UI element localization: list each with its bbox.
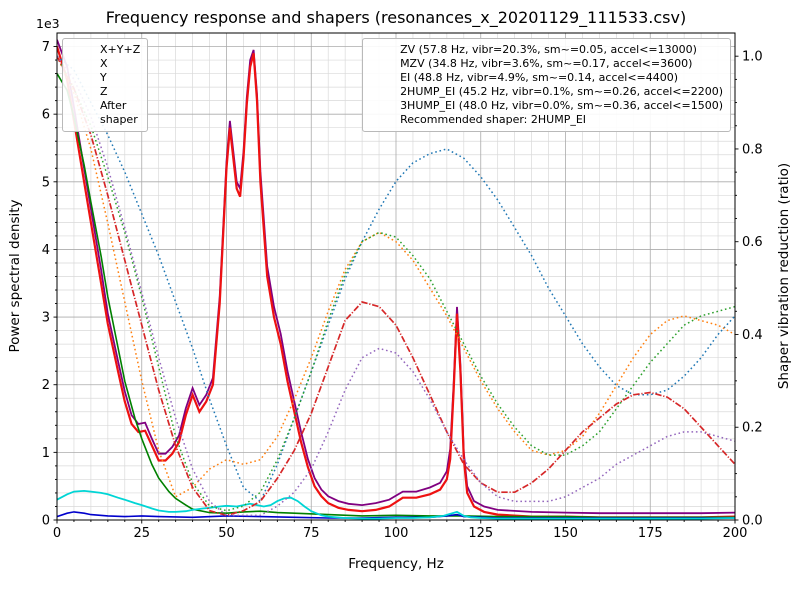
legend-label: 3HUMP_EI (48.0 Hz, vibr=0.0%, sm~=0.36, … xyxy=(400,99,723,113)
legend-shapers: ZV (57.8 Hz, vibr=20.3%, sm~=0.05, accel… xyxy=(362,38,731,132)
svg-text:7: 7 xyxy=(42,40,50,55)
legend-label: Y xyxy=(100,71,107,85)
svg-text:0: 0 xyxy=(53,526,61,541)
legend-line-sample xyxy=(70,59,94,69)
legend-item-2hump-ei: 2HUMP_EI (45.2 Hz, vibr=0.1%, sm~=0.26, … xyxy=(370,85,723,99)
legend-label: MZV (34.8 Hz, vibr=3.6%, sm~=0.17, accel… xyxy=(400,57,693,71)
svg-text:2: 2 xyxy=(42,378,50,393)
legend-line-sample xyxy=(370,59,394,69)
series-3hump-ei xyxy=(57,55,735,517)
svg-text:150: 150 xyxy=(553,526,578,541)
svg-text:0.8: 0.8 xyxy=(742,142,763,157)
legend-line-sample xyxy=(370,45,394,55)
series-mzv xyxy=(57,55,735,498)
legend-label: Recommended shaper: 2HUMP_EI xyxy=(400,113,587,127)
legend-line-sample xyxy=(370,87,394,97)
y-axis-label-left: Power spectral density xyxy=(7,199,23,353)
svg-text:6: 6 xyxy=(42,108,50,123)
svg-text:5: 5 xyxy=(42,175,50,190)
svg-text:0.4: 0.4 xyxy=(742,328,763,343)
svg-text:1.0: 1.0 xyxy=(742,50,763,65)
svg-text:200: 200 xyxy=(723,526,748,541)
tick-labels: 0 25 50 75 100 125 150 175 200 0 1 2 3 4 5 6 7 0.0 0.2 0.4 0… xyxy=(42,40,763,541)
svg-text:100: 100 xyxy=(384,526,409,541)
legend-item-3hump-ei: 3HUMP_EI (48.0 Hz, vibr=0.0%, sm~=0.36, … xyxy=(370,99,723,113)
legend-note: Recommended shaper: 2HUMP_EI xyxy=(370,113,723,127)
legend-psd: X+Y+Z X Y Z After shaper xyxy=(62,38,149,132)
legend-item-zv: ZV (57.8 Hz, vibr=20.3%, sm~=0.05, accel… xyxy=(370,43,723,57)
legend-item-ei: EI (48.8 Hz, vibr=4.9%, sm~=0.14, accel<… xyxy=(370,71,723,85)
legend-item-y: Y xyxy=(70,71,140,85)
legend-item-x: X xyxy=(70,57,140,71)
legend-item-xyz: X+Y+Z xyxy=(70,43,140,57)
svg-text:0.6: 0.6 xyxy=(742,235,763,250)
y-axis-label-right: Shaper vibration reduction (ratio) xyxy=(776,162,792,390)
legend-line-sample xyxy=(70,73,94,83)
svg-text:1: 1 xyxy=(42,446,50,461)
legend-line-sample xyxy=(70,87,94,97)
tick-marks xyxy=(53,46,739,524)
legend-label: Z xyxy=(100,85,108,99)
legend-line-sample xyxy=(370,73,394,83)
legend-label: ZV (57.8 Hz, vibr=20.3%, sm~=0.05, accel… xyxy=(400,43,697,57)
legend-item-z: Z xyxy=(70,85,140,99)
svg-text:4: 4 xyxy=(42,243,50,258)
series-after-shaper xyxy=(57,489,735,520)
legend-line-sample xyxy=(70,45,94,55)
svg-text:50: 50 xyxy=(218,526,235,541)
series-x xyxy=(57,46,735,519)
svg-text:0: 0 xyxy=(42,514,50,529)
x-axis-label: Frequency, Hz xyxy=(348,556,444,572)
legend-label: EI (48.8 Hz, vibr=4.9%, sm~=0.14, accel<… xyxy=(400,71,679,85)
legend-line-sample xyxy=(70,108,94,118)
legend-label: X+Y+Z xyxy=(100,43,141,57)
chart-title: Frequency response and shapers (resonanc… xyxy=(105,8,687,27)
legend-item-mzv: MZV (34.8 Hz, vibr=3.6%, sm~=0.17, accel… xyxy=(370,57,723,71)
svg-text:75: 75 xyxy=(303,526,320,541)
svg-text:25: 25 xyxy=(133,526,150,541)
series-lines xyxy=(57,39,735,520)
y-axis-multiplier: 1e3 xyxy=(36,16,60,31)
legend-item-after-shaper: After shaper xyxy=(70,99,140,127)
svg-text:0.0: 0.0 xyxy=(742,514,763,529)
legend-label: After shaper xyxy=(100,99,138,126)
svg-text:125: 125 xyxy=(468,526,493,541)
svg-text:175: 175 xyxy=(638,526,663,541)
legend-line-sample xyxy=(370,101,394,111)
legend-label: X xyxy=(100,57,108,71)
series-zv xyxy=(57,55,735,503)
svg-text:0.2: 0.2 xyxy=(742,421,763,436)
legend-label: 2HUMP_EI (45.2 Hz, vibr=0.1%, sm~=0.26, … xyxy=(400,85,723,99)
svg-text:3: 3 xyxy=(42,311,50,326)
